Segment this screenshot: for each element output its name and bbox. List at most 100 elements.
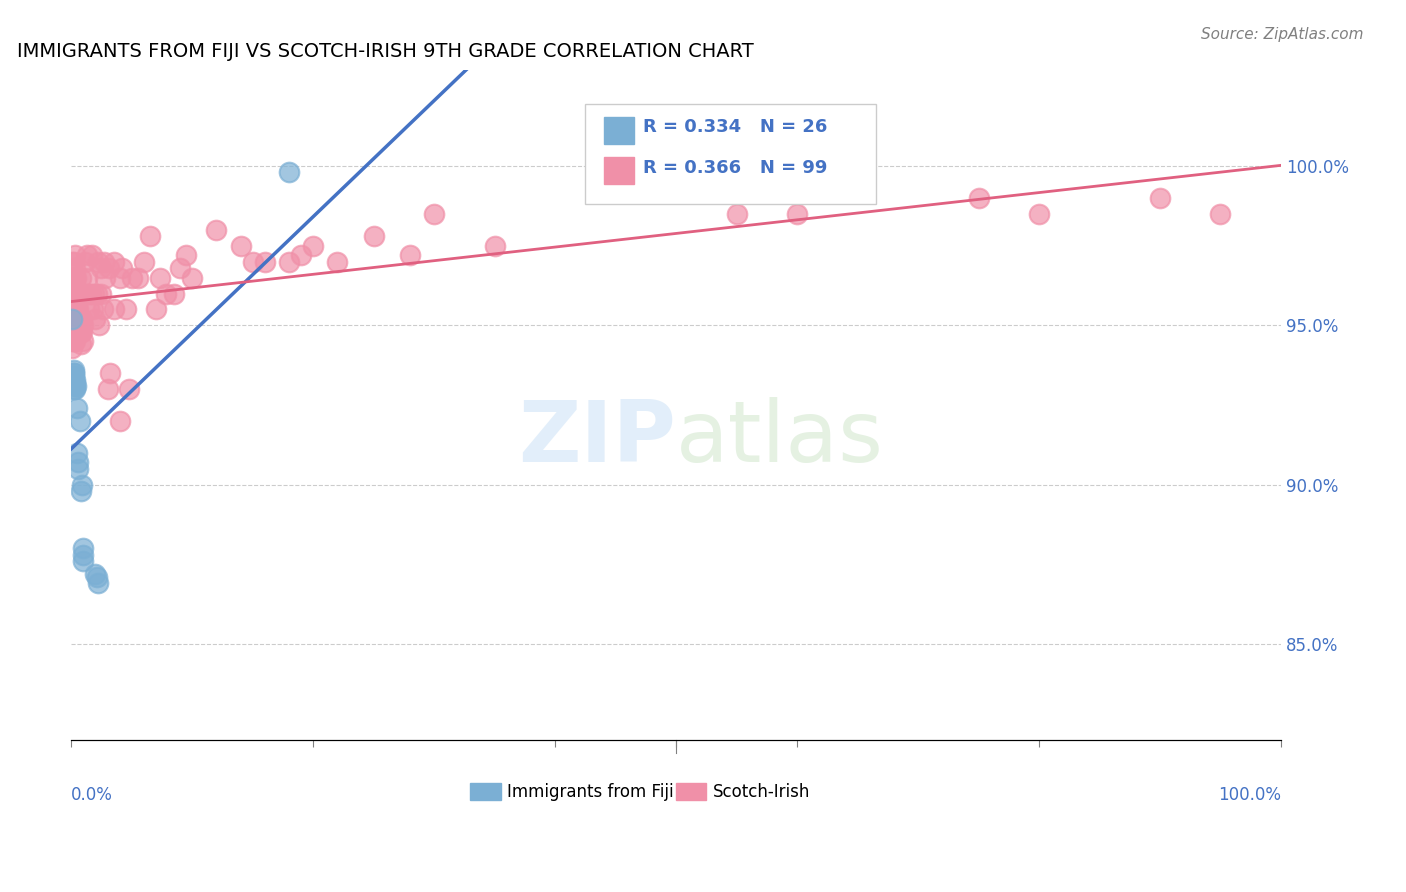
Point — [63, 382, 86, 396]
Point — [79, 302, 101, 317]
Point — [66, 302, 89, 317]
Point — [66, 446, 89, 460]
Point — [96, 382, 118, 396]
Point — [75, 286, 97, 301]
Point — [1028, 207, 1050, 221]
Point — [62, 382, 84, 396]
Point — [63, 248, 86, 262]
Point — [62, 270, 84, 285]
Point — [66, 286, 89, 301]
Point — [103, 254, 125, 268]
Point — [87, 254, 110, 268]
Point — [127, 270, 149, 285]
Point — [90, 286, 112, 301]
Point — [967, 191, 990, 205]
Point — [72, 548, 94, 562]
Point — [65, 379, 87, 393]
Point — [63, 286, 86, 301]
Text: 100.0%: 100.0% — [1218, 787, 1281, 805]
Point — [72, 554, 94, 568]
Point — [73, 254, 96, 268]
Point — [725, 207, 748, 221]
Point — [62, 315, 84, 329]
Point — [242, 254, 264, 268]
Point — [70, 312, 93, 326]
Bar — [603, 158, 634, 185]
Point — [62, 334, 84, 349]
Point — [290, 248, 312, 262]
Point — [86, 570, 108, 584]
Point — [66, 401, 89, 416]
Point — [62, 325, 84, 339]
Point — [363, 229, 385, 244]
Point — [121, 270, 143, 285]
Point — [69, 312, 91, 326]
Bar — [471, 783, 501, 800]
Point — [399, 248, 422, 262]
Point — [108, 270, 131, 285]
Point — [1149, 191, 1171, 205]
Point — [108, 414, 131, 428]
Point — [114, 302, 136, 317]
Point — [84, 312, 107, 326]
Point — [82, 302, 104, 317]
Point — [62, 325, 84, 339]
Point — [63, 318, 86, 333]
Point — [83, 286, 105, 301]
Point — [148, 270, 170, 285]
Point — [302, 238, 325, 252]
Text: Scotch-Irish: Scotch-Irish — [713, 783, 810, 801]
Point — [80, 248, 103, 262]
Point — [63, 379, 86, 393]
Point — [76, 270, 98, 285]
Point — [62, 366, 84, 380]
Point — [62, 312, 84, 326]
Point — [76, 248, 98, 262]
Point — [111, 260, 134, 275]
Point — [205, 223, 228, 237]
Point — [87, 318, 110, 333]
Point — [62, 286, 84, 301]
Point — [62, 363, 84, 377]
Point — [87, 576, 110, 591]
Point — [326, 254, 349, 268]
Text: R = 0.366   N = 99: R = 0.366 N = 99 — [644, 159, 828, 177]
Text: Source: ZipAtlas.com: Source: ZipAtlas.com — [1201, 27, 1364, 42]
Point — [62, 334, 84, 349]
Point — [94, 270, 117, 285]
Point — [70, 325, 93, 339]
Point — [484, 238, 506, 252]
Point — [62, 293, 84, 307]
Point — [62, 376, 84, 390]
Point — [70, 325, 93, 339]
FancyBboxPatch shape — [585, 104, 876, 204]
Point — [67, 325, 90, 339]
Point — [63, 376, 86, 390]
Point — [145, 302, 167, 317]
Point — [97, 260, 120, 275]
Point — [90, 260, 112, 275]
Point — [63, 372, 86, 386]
Point — [278, 165, 301, 179]
Text: Immigrants from Fiji: Immigrants from Fiji — [506, 783, 673, 801]
Point — [70, 484, 93, 499]
Point — [169, 260, 191, 275]
Text: atlas: atlas — [676, 397, 884, 480]
Point — [181, 270, 204, 285]
Point — [65, 293, 87, 307]
Point — [70, 477, 93, 491]
Text: 0.0%: 0.0% — [72, 787, 112, 805]
Point — [118, 382, 141, 396]
Point — [62, 270, 84, 285]
Point — [132, 254, 155, 268]
Point — [139, 229, 162, 244]
Point — [163, 286, 186, 301]
Point — [70, 270, 93, 285]
Point — [786, 207, 808, 221]
Point — [69, 414, 91, 428]
Text: ZIP: ZIP — [519, 397, 676, 480]
Point — [278, 254, 301, 268]
Point — [67, 462, 90, 476]
Point — [155, 286, 177, 301]
Bar — [676, 783, 706, 800]
